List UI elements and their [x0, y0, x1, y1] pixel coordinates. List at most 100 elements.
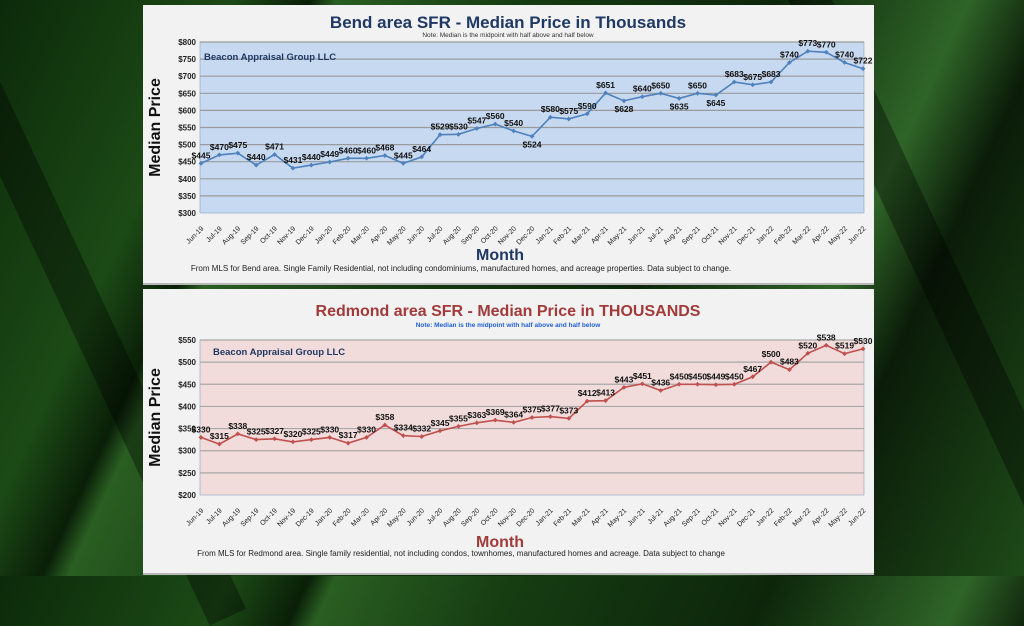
chart-title: Bend area SFR - Median Price in Thousand…	[330, 13, 686, 32]
data-label: $547	[467, 116, 486, 126]
data-label: $449	[320, 149, 339, 159]
x-tick-label: Dec-21	[736, 507, 757, 528]
data-point	[198, 435, 204, 440]
data-label: $325	[302, 427, 321, 437]
data-label: $651	[596, 80, 615, 90]
data-label: $373	[559, 405, 578, 415]
x-tick-label: May-21	[607, 225, 629, 247]
chart-footer-note: From MLS for Bend area. Single Family Re…	[191, 264, 731, 273]
data-label: $332	[412, 424, 431, 434]
data-point	[529, 415, 535, 420]
data-point	[713, 92, 719, 98]
x-tick-label: Mar-20	[350, 507, 371, 528]
x-tick-label: Jan-22	[755, 507, 775, 527]
data-label: $338	[228, 421, 247, 431]
data-label: $650	[651, 80, 670, 90]
data-label: $520	[798, 340, 817, 350]
data-point	[658, 90, 664, 96]
data-label: $645	[706, 98, 725, 108]
x-tick-label: May-22	[828, 507, 850, 529]
data-point	[860, 346, 866, 352]
x-tick-label: Nov-20	[497, 507, 518, 528]
x-tick-label: Aug-21	[663, 225, 684, 246]
x-tick-label: Sep-20	[460, 225, 481, 246]
data-point	[547, 414, 553, 420]
x-tick-label: Mar-21	[571, 507, 592, 528]
data-label: $451	[633, 371, 652, 381]
data-label: $470	[210, 142, 229, 152]
data-label: $450	[670, 371, 689, 381]
x-tick-label: Sep-21	[681, 225, 702, 246]
data-point	[290, 165, 296, 171]
data-point	[511, 419, 517, 425]
x-tick-label: Aug-19	[221, 507, 242, 528]
y-tick-label: $350	[178, 192, 196, 201]
x-tick-label: Dec-19	[295, 225, 316, 246]
y-tick-label: $500	[178, 141, 196, 150]
data-point	[474, 126, 480, 131]
data-label: $334	[394, 423, 413, 433]
data-label: $460	[339, 145, 358, 155]
x-tick-label: Feb-21	[553, 225, 574, 246]
data-point	[216, 152, 222, 158]
y-tick-label: $400	[178, 402, 196, 411]
x-tick-label: Dec-20	[515, 225, 536, 246]
data-point	[639, 381, 645, 387]
data-label: $683	[762, 69, 781, 79]
data-label: $330	[192, 424, 211, 434]
x-tick-label: May-22	[828, 225, 850, 247]
x-tick-label: Jan-21	[535, 507, 555, 527]
data-point	[566, 415, 572, 421]
y-tick-label: $550	[178, 124, 196, 133]
y-tick-label: $250	[178, 469, 196, 478]
data-point	[382, 153, 388, 158]
data-label: $538	[817, 332, 836, 342]
data-point	[382, 422, 388, 428]
data-label: $650	[688, 80, 707, 90]
data-label: $483	[780, 357, 799, 367]
x-tick-label: Nov-19	[276, 507, 297, 528]
data-point	[695, 381, 700, 387]
data-label: $722	[854, 56, 873, 66]
data-label: $315	[210, 431, 229, 441]
data-point	[676, 96, 682, 101]
bend-chart-panel: Bend area SFR - Median Price in Thousand…	[143, 5, 874, 285]
data-label: $575	[559, 106, 578, 116]
bend-chart: Bend area SFR - Median Price in Thousand…	[147, 13, 873, 273]
x-tick-label: Mar-22	[792, 507, 813, 528]
x-tick-label: Feb-22	[773, 507, 794, 528]
x-tick-label: Nov-21	[718, 507, 739, 528]
y-tick-label: $200	[178, 491, 196, 500]
data-point	[860, 66, 866, 72]
data-label: $431	[283, 155, 302, 165]
data-point	[419, 434, 425, 439]
x-tick-label: Mar-20	[350, 225, 371, 246]
data-point	[731, 381, 737, 387]
data-label: $369	[486, 407, 505, 417]
x-tick-label: Mar-21	[571, 225, 592, 246]
data-label: $330	[320, 424, 339, 434]
data-point	[437, 428, 443, 434]
data-point	[695, 90, 700, 96]
data-point	[511, 128, 517, 134]
y-tick-label: $500	[178, 358, 196, 367]
chart-title: Redmond area SFR - Median Price in THOUS…	[316, 303, 701, 320]
data-label: $560	[486, 111, 505, 121]
data-label: $375	[523, 405, 542, 415]
data-label: $773	[798, 38, 817, 48]
x-tick-label: May-20	[386, 507, 408, 529]
data-label: $440	[302, 152, 321, 162]
data-label: $628	[614, 104, 633, 114]
redmond-chart-panel: Redmond area SFR - Median Price in THOUS…	[143, 289, 874, 575]
watermark-label: Beacon Appraisal Group LLC	[213, 347, 345, 358]
data-label: $475	[228, 140, 247, 150]
chart-subtitle: Note: Median is the midpoint with half a…	[416, 322, 601, 329]
y-tick-label: $450	[178, 158, 196, 167]
data-point	[345, 440, 351, 446]
data-point	[474, 420, 480, 426]
x-tick-label: Jun-21	[627, 225, 647, 245]
x-tick-label: Jan-20	[314, 225, 334, 245]
y-tick-label: $400	[178, 175, 196, 184]
data-label: $330	[357, 424, 376, 434]
data-label: $377	[541, 404, 560, 414]
